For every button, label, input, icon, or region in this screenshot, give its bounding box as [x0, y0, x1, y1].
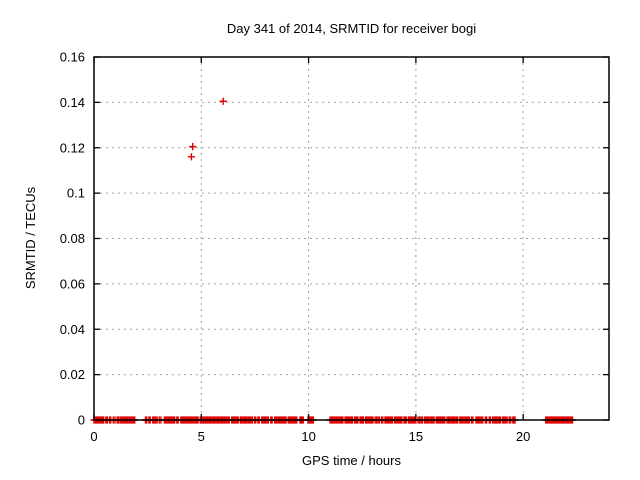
y-tick-label: 0.06 [60, 276, 85, 291]
data-point-marker [219, 97, 227, 105]
data-point-marker [189, 143, 197, 151]
data-point-marker [187, 153, 196, 161]
x-tick-label: 15 [409, 429, 423, 444]
y-tick-label: 0.16 [60, 50, 85, 65]
x-tick-label: 10 [301, 429, 315, 444]
y-tick-label: 0.02 [60, 367, 85, 382]
x-tick-label: 20 [516, 429, 530, 444]
x-axis-title: GPS time / hours [302, 453, 401, 468]
y-tick-label: 0.14 [60, 95, 85, 110]
x-tick-label: 0 [90, 429, 97, 444]
x-tick-label: 5 [198, 429, 205, 444]
plot-border [93, 56, 610, 421]
chart-title: Day 341 of 2014, SRMTID for receiver bog… [226, 21, 477, 36]
y-tick-label: 0.08 [60, 231, 85, 246]
y-tick-label: 0.04 [60, 322, 85, 337]
y-tick-label: 0.1 [67, 186, 85, 201]
y-tick-label: 0.12 [60, 140, 85, 155]
y-tick-label: 0 [78, 413, 85, 428]
